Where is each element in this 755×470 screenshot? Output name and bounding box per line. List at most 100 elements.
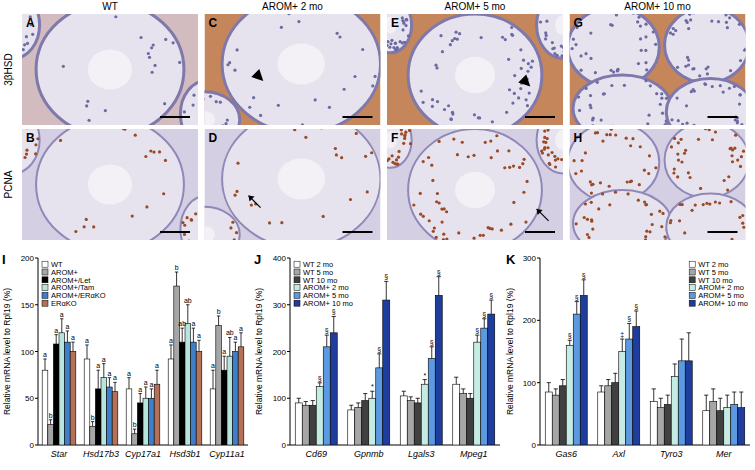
significance-label: a (211, 362, 215, 369)
nucleus (190, 218, 193, 221)
nucleus (730, 154, 733, 157)
nucleus (639, 145, 642, 148)
nucleus (25, 149, 28, 152)
nucleus (503, 166, 506, 169)
nucleus (740, 155, 743, 158)
nucleus (34, 152, 37, 155)
nucleus (396, 162, 399, 165)
micrograph (387, 129, 563, 240)
lumen (455, 172, 495, 209)
nucleus (439, 34, 442, 37)
nucleus (586, 218, 589, 221)
nucleus (601, 192, 604, 195)
error-bar (217, 316, 220, 325)
error-bar (332, 316, 336, 332)
nucleus (672, 171, 675, 174)
row-label: 3βHSD (3, 53, 14, 85)
nucleus (373, 75, 376, 78)
legend-swatch (294, 269, 300, 275)
nucleus (441, 50, 444, 53)
category-label: Gas6 (555, 449, 577, 459)
nucleus (711, 138, 714, 141)
significance-label: § (332, 308, 336, 315)
category-label: Tyro3 (660, 449, 682, 459)
error-bar (175, 272, 178, 286)
error-bar (659, 398, 663, 407)
nucleus (456, 153, 459, 156)
nucleus (150, 46, 153, 49)
tubule (573, 75, 672, 125)
micrograph (205, 129, 381, 240)
error-bar (475, 335, 479, 342)
tubule (573, 190, 672, 240)
error-bar (197, 340, 200, 351)
error-bar (169, 345, 172, 359)
legend-swatch (294, 277, 300, 283)
y-axis-label: Relative mRNA level to Rpl19 (%) (254, 288, 264, 415)
error-bar (186, 305, 189, 324)
nucleus (645, 68, 648, 71)
bar (70, 352, 76, 446)
nucleus (163, 102, 166, 105)
nucleus (235, 231, 238, 234)
nucleus (645, 203, 648, 206)
nucleus (546, 129, 549, 132)
y-tick (35, 351, 38, 352)
error-bar (680, 339, 684, 361)
nucleus (233, 238, 236, 240)
bar (453, 384, 460, 445)
nucleus (591, 124, 594, 125)
nucleus (584, 52, 587, 55)
nucleus (616, 69, 619, 72)
legend-swatch (689, 269, 695, 275)
arrow-shaft (249, 196, 261, 208)
nucleus (422, 160, 425, 163)
micrograph (22, 129, 198, 240)
significance-label: b (217, 308, 221, 315)
nucleus (183, 233, 186, 236)
error-bar (91, 422, 94, 427)
nucleus (391, 154, 394, 157)
error-bar (561, 380, 565, 386)
nucleus (205, 97, 206, 100)
nucleus (560, 44, 563, 47)
nucleus (677, 119, 680, 122)
bar (191, 342, 197, 445)
error-bar (144, 387, 147, 398)
nucleus (579, 54, 582, 57)
nucleus (248, 106, 251, 109)
nucleus (598, 129, 601, 130)
error-bar (102, 364, 105, 378)
error-bar (55, 335, 58, 344)
arrow-head (537, 209, 543, 215)
error-bar (575, 302, 579, 314)
nucleus (104, 109, 107, 112)
significance-label: § (482, 311, 486, 318)
nucleus (395, 158, 398, 161)
nucleus (524, 220, 527, 223)
lumen (455, 57, 495, 94)
nucleus (708, 202, 711, 205)
bar-chart: JRelative mRNA level to Rpl19 (%)0100200… (254, 252, 500, 459)
nucleus (395, 163, 398, 166)
nucleus (178, 61, 181, 64)
bar (355, 408, 362, 445)
significance-label: § (575, 294, 579, 301)
nucleus (194, 212, 197, 215)
nucleus (409, 142, 412, 145)
nucleus (420, 89, 423, 92)
significance-label: a (149, 381, 153, 388)
nucleus (489, 140, 492, 143)
nucleus (477, 116, 480, 119)
nucleus (703, 82, 706, 85)
category-label: Lgals3 (408, 449, 435, 459)
tubule (205, 207, 240, 240)
nucleus (589, 31, 592, 34)
bar (302, 405, 309, 445)
nucleus (496, 149, 499, 152)
scale-bar (708, 116, 738, 118)
bar (132, 434, 138, 445)
significance-label: a (85, 337, 89, 344)
y-tick (287, 445, 290, 446)
nucleus (575, 222, 578, 225)
